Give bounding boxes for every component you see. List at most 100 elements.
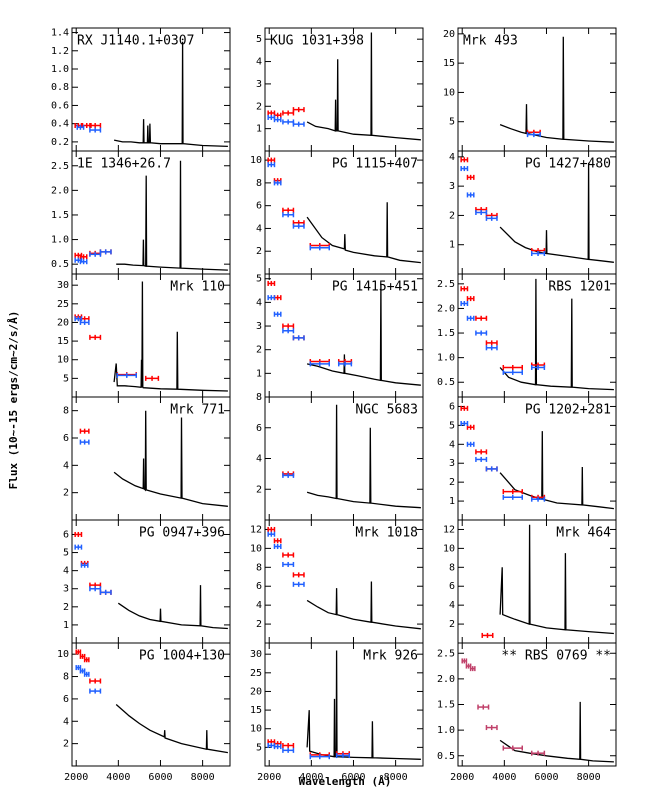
- y-tick-label: 5: [63, 373, 69, 384]
- photometry-point: [79, 319, 90, 325]
- y-tick-label: 2: [63, 602, 69, 613]
- photometry-point: [79, 439, 90, 445]
- photometry-point: [99, 249, 112, 255]
- panel-frame: [264, 642, 424, 767]
- y-tick-label: 4: [256, 223, 262, 234]
- photometry-point: [292, 107, 305, 113]
- photometry-point: [309, 361, 331, 367]
- photometry-point: [485, 340, 498, 346]
- y-tick-label: 1.0: [51, 64, 69, 75]
- y-tick-label: 8: [63, 406, 69, 417]
- panel-title: Mrk 926: [363, 649, 418, 664]
- y-tick-label: 0.8: [51, 82, 69, 93]
- y-tick-label: 6: [63, 694, 69, 705]
- photometry-point: [460, 420, 469, 426]
- panel-title: Mrk 493: [463, 34, 518, 49]
- y-tick-label: 1.0: [437, 725, 455, 736]
- photometry-point: [502, 369, 524, 375]
- x-tick-label: 8000: [384, 772, 408, 783]
- x-tick-label: 6000: [148, 772, 172, 783]
- y-tick-label: 2: [449, 210, 455, 221]
- y-tick-label: 20: [250, 686, 262, 697]
- photometry-point: [530, 364, 546, 370]
- y-tick-label: 15: [250, 705, 262, 716]
- x-tick-label: 2000: [257, 772, 281, 783]
- x-tick-label: 4000: [299, 772, 323, 783]
- x-tick-label: 6000: [534, 772, 558, 783]
- panel-title: PG 1415+451: [332, 280, 418, 295]
- y-tick-label: 8: [256, 178, 262, 189]
- photometry-point: [282, 119, 295, 125]
- photometry-point: [267, 157, 276, 163]
- y-tick-label: 5: [63, 548, 69, 559]
- x-tick-label: 2000: [64, 772, 88, 783]
- y-tick-label: 2.5: [437, 648, 455, 659]
- photometry-point: [282, 212, 295, 218]
- y-tick-label: 2.5: [51, 161, 69, 172]
- photometry-point: [282, 747, 295, 753]
- photometry-point: [80, 562, 89, 568]
- y-tick-label: 5: [256, 274, 262, 285]
- spectrum: [113, 410, 228, 507]
- photometry-point: [89, 334, 102, 340]
- x-tick-label: 2000: [450, 772, 474, 783]
- y-tick-label: 1.2: [51, 46, 69, 57]
- spectrum: [306, 202, 421, 264]
- x-tick-label: 4000: [106, 772, 130, 783]
- panel-title: RBS 1201: [548, 280, 611, 295]
- spectrum: [117, 585, 228, 630]
- y-tick-label: 1: [256, 124, 262, 135]
- photometry-point: [89, 251, 102, 257]
- photometry-point: [477, 704, 490, 710]
- photometry-point: [273, 311, 282, 317]
- photometry-point: [75, 649, 82, 655]
- panel-title: PG 1202+281: [525, 403, 611, 418]
- photometry-point: [79, 259, 88, 265]
- photometry-point: [530, 750, 546, 756]
- y-tick-label: 30: [250, 649, 262, 660]
- y-tick-label: 3: [449, 181, 455, 192]
- photometry-point: [282, 323, 295, 329]
- panel-title: PG 1004+130: [139, 649, 225, 664]
- photometry-point: [530, 496, 546, 502]
- photometry-point: [273, 744, 282, 750]
- photometry-point: [475, 315, 488, 321]
- spectrum: [499, 36, 614, 143]
- photometry-point: [267, 162, 276, 168]
- photometry-point: [309, 754, 331, 760]
- y-tick-label: 8: [256, 392, 262, 403]
- y-tick-label: 1: [63, 620, 69, 631]
- photometry-point: [116, 372, 138, 378]
- y-tick-label: 4: [449, 152, 455, 163]
- panel-title: Mrk 464: [556, 526, 611, 541]
- photometry-point: [502, 489, 524, 495]
- y-tick-label: 2: [63, 739, 69, 750]
- y-tick-label: 0.5: [437, 751, 455, 762]
- y-tick-label: 4: [63, 716, 69, 727]
- y-tick-label: 4: [63, 566, 69, 577]
- spectrum: [306, 581, 421, 630]
- y-tick-label: 1.5: [437, 328, 455, 339]
- photometry-point: [526, 132, 541, 138]
- photometry-point: [481, 632, 494, 638]
- photometry-point: [460, 166, 469, 172]
- y-tick-label: 2: [256, 101, 262, 112]
- y-tick-label: 4: [256, 454, 262, 465]
- y-tick-label: 6: [63, 433, 69, 444]
- y-tick-label: 15: [57, 336, 69, 347]
- y-tick-label: 4: [256, 297, 262, 308]
- photometry-point: [292, 581, 305, 587]
- spectrum: [306, 650, 421, 760]
- y-tick-label: 1.4: [51, 28, 69, 39]
- y-tick-label: 10: [57, 355, 69, 366]
- y-tick-label: 8: [63, 672, 69, 683]
- photometry-point: [79, 428, 90, 434]
- panel-title: Mrk 1018: [355, 526, 418, 541]
- y-tick-label: 3: [63, 584, 69, 595]
- photometry-point: [273, 180, 282, 186]
- photometry-point: [292, 335, 305, 341]
- photometry-point: [485, 345, 498, 351]
- panel-title: Mrk 771: [170, 403, 225, 418]
- spectrum: [499, 278, 614, 391]
- y-tick-label: 2: [449, 619, 455, 630]
